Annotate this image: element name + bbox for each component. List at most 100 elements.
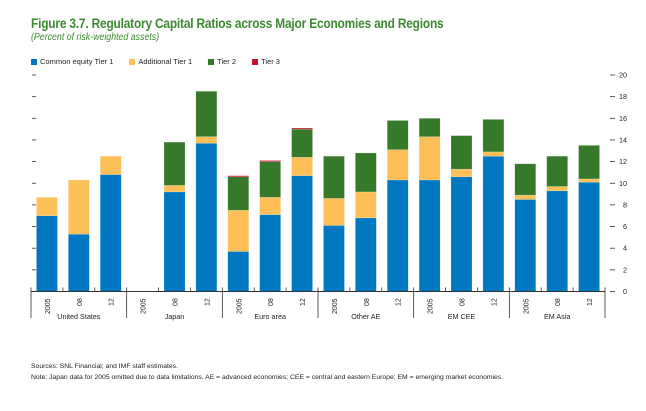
bar-segment-additional-tier-1 bbox=[450, 168, 473, 178]
legend-item-tier2: Tier 2 bbox=[208, 57, 236, 66]
bar-segment-tier-3 bbox=[259, 160, 281, 162]
bar-segment-additional-tier-1 bbox=[482, 151, 505, 157]
x-tick-label: 12 bbox=[396, 298, 403, 306]
bar-segment-common-equity-tier-1 bbox=[578, 181, 600, 292]
bar-segment-common-equity-tier-1 bbox=[386, 179, 409, 292]
bar-segment-common-equity-tier-1 bbox=[36, 215, 58, 292]
bar-segment-common-equity-tier-1 bbox=[259, 214, 281, 292]
y-tick-label: 20 bbox=[619, 71, 627, 80]
bar-segment-additional-tier-1 bbox=[259, 197, 281, 215]
bar-segment-tier-2 bbox=[227, 176, 250, 211]
group-label: Japan bbox=[165, 312, 185, 321]
bar-segment-common-equity-tier-1 bbox=[355, 217, 377, 292]
bar-segment-tier-2 bbox=[291, 128, 313, 158]
bar-segment-tier-2 bbox=[355, 152, 377, 193]
bar-segment-tier-2 bbox=[578, 145, 600, 180]
x-tick-label: 08 bbox=[555, 298, 562, 306]
x-tick-label: 08 bbox=[268, 298, 275, 306]
legend-swatch-at1 bbox=[129, 58, 136, 65]
x-tick-label: 12 bbox=[491, 298, 498, 306]
figure-subtitle: (Percent of risk-weighted assets) bbox=[31, 32, 160, 43]
bar-segment-additional-tier-1 bbox=[386, 149, 409, 181]
bar-segment-tier-2 bbox=[323, 155, 345, 199]
x-tick-label: 08 bbox=[173, 298, 180, 306]
legend-item-tier3: Tier 3 bbox=[252, 57, 280, 66]
bar-segment-additional-tier-1 bbox=[418, 136, 441, 181]
bar-segment-additional-tier-1 bbox=[291, 157, 313, 176]
legend-item-at1: Additional Tier 1 bbox=[129, 57, 192, 66]
x-tick-label: 12 bbox=[204, 298, 211, 306]
bar-segment-additional-tier-1 bbox=[99, 155, 122, 175]
bar-segment-additional-tier-1 bbox=[227, 210, 250, 252]
bar-segment-additional-tier-1 bbox=[546, 186, 568, 192]
bar-segment-common-equity-tier-1 bbox=[163, 191, 186, 292]
y-tick-label: 14 bbox=[619, 135, 627, 144]
x-tick-label: 2005 bbox=[45, 298, 52, 314]
bar-segment-additional-tier-1 bbox=[323, 198, 345, 226]
legend-label-tier2: Tier 2 bbox=[217, 57, 237, 66]
x-tick-label: 12 bbox=[109, 298, 116, 306]
y-tick-label: 18 bbox=[619, 92, 627, 101]
bar-segment-additional-tier-1 bbox=[195, 136, 218, 144]
bar-segment-tier-3 bbox=[227, 175, 250, 178]
group-label: Euro area bbox=[254, 312, 286, 321]
bar-segment-additional-tier-1 bbox=[68, 179, 90, 235]
bar-segment-tier-2 bbox=[386, 120, 409, 150]
x-tick-label: 12 bbox=[587, 298, 594, 306]
bar-segment-common-equity-tier-1 bbox=[514, 199, 537, 292]
bar-segment-additional-tier-1 bbox=[355, 191, 377, 219]
y-tick-label: 10 bbox=[619, 179, 627, 188]
bar-segment-common-equity-tier-1 bbox=[546, 190, 568, 292]
x-tick-label: 08 bbox=[460, 298, 467, 306]
bar-segment-common-equity-tier-1 bbox=[291, 175, 313, 292]
figure-title: Figure 3.7. Regulatory Capital Ratios ac… bbox=[31, 16, 444, 31]
bar-segment-common-equity-tier-1 bbox=[450, 176, 473, 292]
bar-segment-additional-tier-1 bbox=[578, 178, 600, 183]
x-tick-label: 2005 bbox=[236, 298, 243, 314]
y-tick-label: 8 bbox=[623, 200, 627, 209]
bar-segment-tier-2 bbox=[418, 118, 441, 137]
bar-segment-tier-2 bbox=[482, 119, 505, 153]
group-label: Other AE bbox=[351, 312, 380, 321]
bar-segment-tier-2 bbox=[195, 90, 218, 137]
bar-segment-common-equity-tier-1 bbox=[323, 225, 345, 292]
x-tick-label: 2005 bbox=[332, 298, 339, 314]
sources-text: Sources: SNL Financial; and IMF staff es… bbox=[31, 363, 178, 370]
bar-segment-common-equity-tier-1 bbox=[418, 179, 441, 292]
bar-segment-common-equity-tier-1 bbox=[99, 174, 122, 292]
y-tick-label: 0 bbox=[623, 287, 627, 296]
group-label: EM CEE bbox=[448, 312, 476, 321]
bar-segment-common-equity-tier-1 bbox=[482, 155, 505, 292]
x-tick-label: 2005 bbox=[523, 298, 530, 314]
x-tick-label: 2005 bbox=[141, 298, 148, 314]
note-text: Note: Japan data for 2005 omitted due to… bbox=[31, 374, 504, 381]
group-label: United States bbox=[57, 312, 101, 321]
legend-swatch-cet1 bbox=[31, 58, 37, 65]
legend-item-cet1: Common equity Tier 1 bbox=[31, 57, 113, 66]
bar-segment-tier-2 bbox=[450, 135, 473, 170]
x-tick-label: 12 bbox=[300, 298, 307, 306]
bar-segment-tier-2 bbox=[514, 163, 537, 196]
bar-segment-additional-tier-1 bbox=[514, 194, 537, 200]
bar-segment-common-equity-tier-1 bbox=[227, 251, 250, 292]
bar-segment-additional-tier-1 bbox=[163, 185, 186, 193]
figure-notes: Sources: SNL Financial; and IMF staff es… bbox=[31, 361, 503, 383]
legend-swatch-tier3 bbox=[252, 58, 259, 65]
y-tick-label: 12 bbox=[619, 157, 627, 166]
bar-segment-tier-2 bbox=[259, 161, 281, 198]
bar-segment-tier-2 bbox=[546, 155, 568, 187]
y-tick-label: 2 bbox=[623, 265, 627, 274]
legend-label-tier3: Tier 3 bbox=[261, 57, 280, 66]
y-tick-label: 4 bbox=[623, 244, 627, 253]
group-label: EM Asia bbox=[544, 312, 570, 321]
x-tick-label: 08 bbox=[77, 298, 84, 306]
x-tick-label: 08 bbox=[364, 298, 371, 306]
bar-segment-common-equity-tier-1 bbox=[195, 142, 218, 292]
y-tick-label: 6 bbox=[623, 222, 627, 231]
y-tick-label: 16 bbox=[619, 114, 627, 123]
legend-label-at1: Additional Tier 1 bbox=[138, 57, 193, 66]
legend-swatch-tier2 bbox=[208, 58, 215, 65]
bar-segment-tier-3 bbox=[291, 127, 313, 130]
bar-segment-additional-tier-1 bbox=[36, 197, 58, 216]
